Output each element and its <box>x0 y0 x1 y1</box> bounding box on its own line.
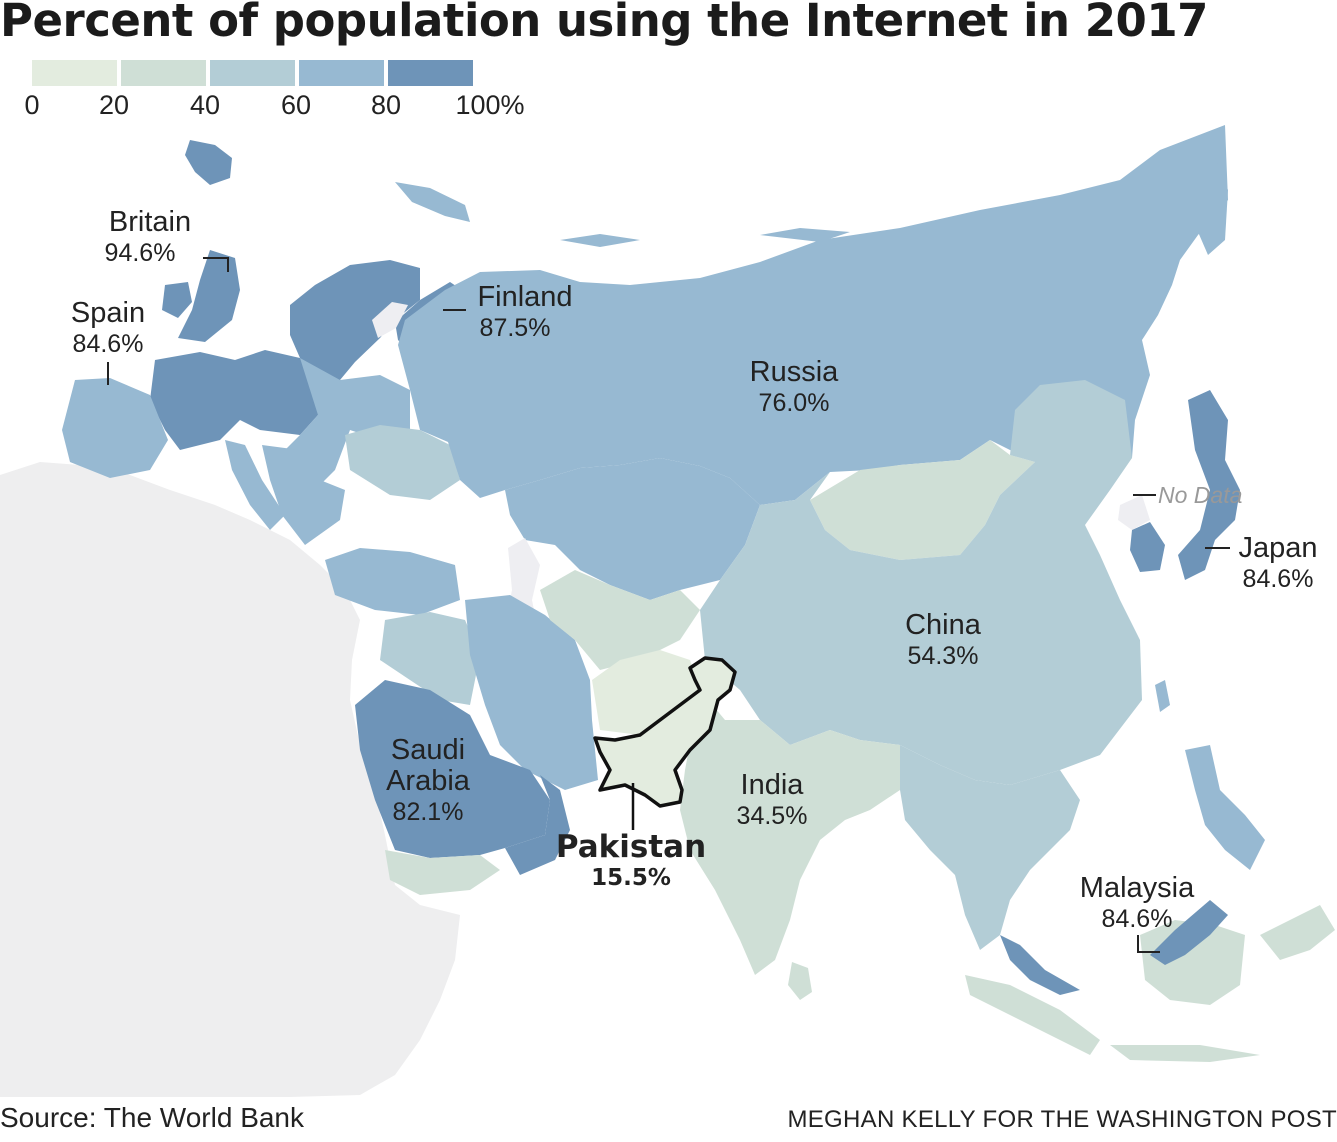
baltic-sea <box>372 302 408 338</box>
label-finland-name: Finland <box>477 281 573 313</box>
label-saudi-arabia: Saudi Arabia 82.1% <box>358 735 498 827</box>
arctic-islands <box>560 228 850 247</box>
label-britain-value: 94.6% <box>104 239 176 267</box>
spain-shape <box>62 378 168 478</box>
label-finland-value: 87.5% <box>479 314 551 342</box>
iran <box>465 595 598 790</box>
central-asia <box>540 570 700 670</box>
turkey <box>325 548 460 615</box>
label-spain-name: Spain <box>70 297 146 329</box>
label-pakistan-name: Pakistan <box>555 829 707 865</box>
legend-swatch-4 <box>388 60 473 86</box>
label-russia-name: Russia <box>749 356 839 388</box>
italy-shape <box>225 440 285 530</box>
label-japan: Japan 84.6% <box>1238 533 1317 594</box>
credit-note: MEGHAN KELLY FOR THE WASHINGTON POST <box>787 1106 1337 1133</box>
source-note: Source: The World Bank <box>0 1102 305 1133</box>
label-britain: Britain 94.6% <box>105 206 192 268</box>
southeast-asia <box>900 745 1080 950</box>
label-no-data: No Data <box>1158 482 1243 508</box>
malay-peninsula <box>1000 935 1080 995</box>
label-china-name: China <box>905 609 981 641</box>
label-spain: Spain 84.6% <box>71 298 145 359</box>
label-spain-value: 84.6% <box>72 330 144 358</box>
legend-tick-0: 0 <box>24 90 40 120</box>
legend-swatch-1 <box>121 60 206 86</box>
label-russia-value: 76.0% <box>758 389 830 417</box>
label-pakistan: Pakistan 15.5% <box>556 832 706 893</box>
ireland-shape <box>162 282 192 318</box>
norway-sweden <box>290 260 420 380</box>
south-korea <box>1130 522 1165 572</box>
legend-tick-100: 100% <box>455 90 525 120</box>
indonesia-west <box>965 975 1100 1055</box>
philippines <box>1185 745 1265 870</box>
color-legend: 0 20 40 60 80 100% <box>24 60 532 130</box>
legend-tick-60: 60 <box>280 90 312 120</box>
balkans <box>262 445 345 545</box>
yemen <box>385 850 500 895</box>
western-europe <box>150 350 320 450</box>
iceland <box>185 140 232 185</box>
britain-leader <box>203 257 229 272</box>
black-sea <box>350 498 455 545</box>
label-india-name: India <box>740 769 804 801</box>
label-britain-name: Britain <box>108 206 192 238</box>
levant-iraq <box>380 612 480 705</box>
label-japan-value: 84.6% <box>1242 565 1314 593</box>
chart-title: Percent of population using the Internet… <box>0 0 1209 47</box>
label-india: India 34.5% <box>737 770 808 831</box>
mongolia <box>810 440 1035 560</box>
central-eastern-europe <box>285 358 410 495</box>
label-saudi-arabia-name: Saudi Arabia <box>386 734 470 797</box>
label-russia: Russia 76.0% <box>750 357 839 418</box>
label-malaysia-name: Malaysia <box>1079 872 1195 904</box>
legend-tick-20: 20 <box>98 90 130 120</box>
label-china-value: 54.3% <box>907 642 979 670</box>
label-malaysia-value: 84.6% <box>1101 905 1173 933</box>
label-pakistan-value: 15.5% <box>591 865 671 891</box>
north-korea <box>1118 495 1150 530</box>
legend-swatch-0 <box>32 60 117 86</box>
malaysia-borneo <box>1150 900 1228 965</box>
japan-shape <box>1178 390 1240 580</box>
china-shape <box>700 380 1142 785</box>
label-china: China 54.3% <box>905 610 981 671</box>
label-saudi-arabia-value: 82.1% <box>392 798 464 826</box>
taiwan <box>1155 680 1170 712</box>
oman-uae <box>505 775 570 875</box>
indonesia-south <box>1110 1045 1260 1062</box>
label-finland: Finland 87.5% <box>477 282 572 343</box>
kamchatka <box>1195 158 1228 255</box>
legend-swatch-2 <box>210 60 295 86</box>
legend-swatch-3 <box>299 60 384 86</box>
kazakhstan <box>505 458 760 600</box>
indonesia-east <box>1260 905 1335 960</box>
india-shape <box>680 690 900 975</box>
saudi-arabia-shape <box>355 680 550 858</box>
pakistan-shape <box>593 656 737 808</box>
label-japan-name: Japan <box>1238 532 1318 564</box>
label-india-value: 34.5% <box>736 802 808 830</box>
malaysia-leader <box>1137 935 1160 953</box>
svalbard-islands <box>395 182 470 222</box>
ukraine-region <box>345 425 460 500</box>
sri-lanka <box>788 962 812 1000</box>
legend-tick-40: 40 <box>189 90 221 120</box>
africa-landmass <box>0 462 460 1097</box>
legend-tick-80: 80 <box>370 90 402 120</box>
britain-shape <box>178 250 240 342</box>
label-malaysia: Malaysia 84.6% <box>1080 873 1194 934</box>
